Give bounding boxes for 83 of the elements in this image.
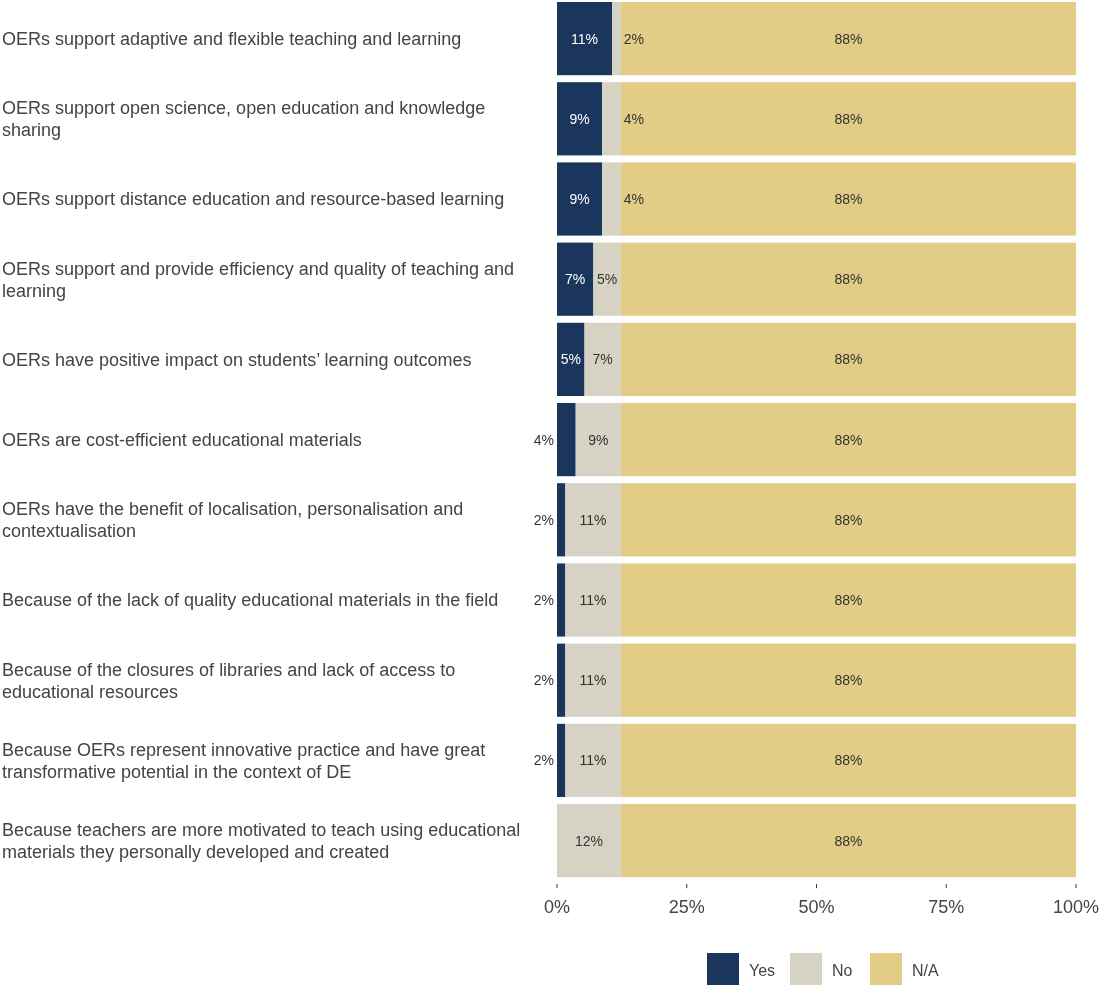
data-label: 4% bbox=[623, 110, 645, 127]
bar bbox=[602, 82, 621, 156]
bar bbox=[565, 723, 621, 797]
x-tick-label: 50% bbox=[798, 896, 835, 917]
data-label: 88% bbox=[834, 110, 863, 127]
y-tick-label: OERs have positive impact on students’ learning outcomes bbox=[2, 349, 472, 370]
data-label: 11% bbox=[579, 591, 607, 608]
data-label: 4% bbox=[623, 190, 645, 207]
data-label: 11% bbox=[579, 752, 607, 769]
bar bbox=[557, 563, 566, 637]
data-label: 11% bbox=[579, 511, 607, 528]
bar bbox=[620, 723, 1076, 797]
data-label: 88% bbox=[834, 190, 863, 207]
bar bbox=[620, 162, 1076, 236]
data-label: 88% bbox=[834, 511, 863, 528]
data-label: 2% bbox=[533, 752, 554, 769]
bar bbox=[565, 643, 621, 717]
bar bbox=[557, 242, 594, 316]
bar bbox=[593, 242, 621, 316]
y-tick-label: Because of the closures of libraries and lack of access to educational resources bbox=[2, 659, 456, 702]
bar bbox=[620, 2, 1076, 76]
data-label: 11% bbox=[571, 30, 598, 47]
legend-label: No bbox=[832, 961, 853, 979]
data-label: 5% bbox=[560, 351, 581, 368]
bar bbox=[602, 162, 621, 236]
y-tick-label: OERs support adaptive and flexible teaching and learning bbox=[2, 28, 462, 49]
data-label: 7% bbox=[565, 271, 586, 288]
bar bbox=[620, 82, 1076, 156]
data-label: 9% bbox=[588, 431, 609, 448]
data-label: 88% bbox=[834, 30, 863, 47]
y-tick-label: Because of the lack of quality educational materials in the field bbox=[2, 590, 499, 611]
bar bbox=[612, 2, 621, 76]
x-tick-label: 0% bbox=[543, 896, 571, 917]
data-label: 12% bbox=[574, 832, 603, 849]
y-tick-label: OERs support distance education and resource-based learning bbox=[2, 189, 505, 210]
data-label: 88% bbox=[834, 271, 863, 288]
x-tick-label: 25% bbox=[668, 896, 705, 917]
data-label: 2% bbox=[623, 30, 645, 47]
data-label: 88% bbox=[834, 832, 863, 849]
data-label: 9% bbox=[569, 110, 590, 127]
data-label: 7% bbox=[592, 351, 613, 368]
data-label: 88% bbox=[834, 672, 863, 689]
bar bbox=[557, 162, 603, 236]
bar bbox=[557, 322, 585, 396]
data-label: 9% bbox=[569, 190, 590, 207]
data-label: 88% bbox=[834, 431, 863, 448]
bar bbox=[584, 322, 621, 396]
bar bbox=[557, 82, 603, 156]
bar bbox=[575, 403, 621, 477]
bar bbox=[557, 804, 621, 878]
y-tick-label: OERs support and provide efficiency and quality of teaching and learning bbox=[2, 258, 514, 301]
y-tick-label: OERs support open science, open education and knowledge sharing bbox=[2, 98, 486, 141]
legend-label: N/A bbox=[912, 961, 939, 979]
data-label: 88% bbox=[834, 351, 863, 368]
data-label: 2% bbox=[533, 591, 554, 608]
x-tick-label: 100% bbox=[1052, 896, 1100, 917]
bar bbox=[557, 403, 576, 477]
bar bbox=[557, 643, 566, 717]
x-tick-label: 75% bbox=[928, 896, 965, 917]
data-label: 2% bbox=[533, 672, 554, 689]
bar bbox=[620, 322, 1076, 396]
bar bbox=[557, 2, 613, 76]
data-label: 88% bbox=[834, 591, 863, 608]
bar bbox=[620, 643, 1076, 717]
y-tick-label: OERs are cost-efficient educational materials bbox=[2, 429, 362, 450]
y-tick-label: Because teachers are more motivated to teach using educational materials they personally developed and created bbox=[2, 819, 521, 862]
legend-label: Yes bbox=[749, 961, 776, 979]
data-label: 88% bbox=[834, 752, 863, 769]
bar bbox=[620, 563, 1076, 637]
bar bbox=[620, 804, 1076, 878]
bar bbox=[620, 242, 1076, 316]
bar bbox=[565, 483, 621, 557]
y-tick-label: OERs have the benefit of localisation, personalisation and contextualisation bbox=[2, 499, 464, 542]
data-label: 4% bbox=[533, 431, 554, 448]
data-label: 2% bbox=[533, 511, 554, 528]
bar bbox=[620, 483, 1076, 557]
y-tick-label: Because OERs represent innovative practice and have great transformative potential in the context of DE bbox=[2, 739, 486, 782]
bar bbox=[557, 483, 566, 557]
data-label: 11% bbox=[579, 672, 607, 689]
bar bbox=[620, 403, 1076, 477]
bar bbox=[565, 563, 621, 637]
data-label: 5% bbox=[596, 271, 618, 288]
bar bbox=[557, 723, 566, 797]
